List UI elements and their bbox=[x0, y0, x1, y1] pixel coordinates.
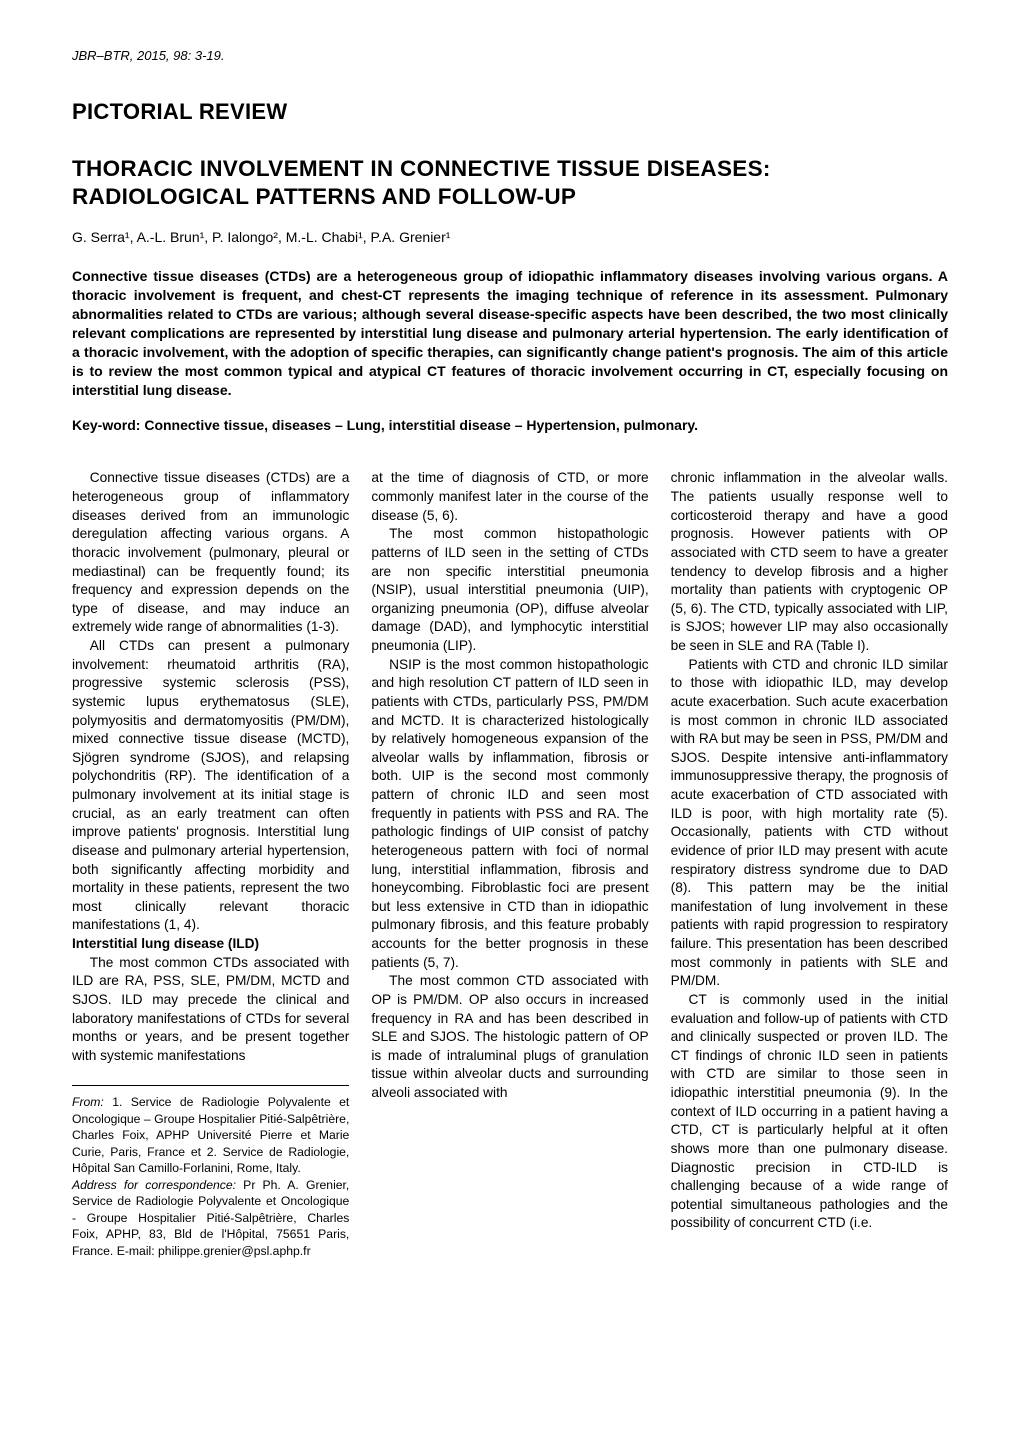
subheading-ild: Interstitial lung disease (ILD) bbox=[72, 935, 349, 954]
article-title: THORACIC INVOLVEMENT IN CONNECTIVE TISSU… bbox=[72, 155, 948, 211]
body-paragraph: The most common CTDs associated with ILD… bbox=[72, 954, 349, 1066]
footer-from-label: From: bbox=[72, 1095, 104, 1109]
running-head: JBR–BTR, 2015, 98: 3-19. bbox=[72, 48, 948, 63]
body-paragraph: All CTDs can present a pulmonary involve… bbox=[72, 637, 349, 935]
column-3: chronic inflammation in the alveolar wal… bbox=[671, 469, 948, 1259]
column-1: Connective tissue diseases (CTDs) are a … bbox=[72, 469, 349, 1259]
keywords: Key-word: Connective tissue, diseases – … bbox=[72, 417, 948, 433]
footer-address-label: Address for correspondence: bbox=[72, 1178, 236, 1192]
abstract: Connective tissue diseases (CTDs) are a … bbox=[72, 267, 948, 399]
body-paragraph: Connective tissue diseases (CTDs) are a … bbox=[72, 469, 349, 637]
body-paragraph: chronic inflammation in the alveolar wal… bbox=[671, 469, 948, 655]
section-label: PICTORIAL REVIEW bbox=[72, 99, 948, 125]
body-paragraph: CT is commonly used in the initial evalu… bbox=[671, 991, 948, 1233]
page: JBR–BTR, 2015, 98: 3-19. PICTORIAL REVIE… bbox=[0, 0, 1020, 1307]
body-paragraph: The most common CTD associated with OP i… bbox=[371, 972, 648, 1102]
body-paragraph: The most common histopathologic patterns… bbox=[371, 525, 648, 655]
body-paragraph: at the time of diagnosis of CTD, or more… bbox=[371, 469, 648, 525]
authors-line: G. Serra¹, A.-L. Brun¹, P. Ialongo², M.-… bbox=[72, 229, 948, 245]
body-paragraph: Patients with CTD and chronic ILD simila… bbox=[671, 656, 948, 991]
body-paragraph: NSIP is the most common histopathologic … bbox=[371, 656, 648, 973]
body-columns: Connective tissue diseases (CTDs) are a … bbox=[72, 469, 948, 1259]
column-2: at the time of diagnosis of CTD, or more… bbox=[371, 469, 648, 1259]
affiliation-footer: From: 1. Service de Radiologie Polyvalen… bbox=[72, 1085, 349, 1259]
footer-from-text: 1. Service de Radiologie Polyvalente et … bbox=[72, 1095, 349, 1175]
